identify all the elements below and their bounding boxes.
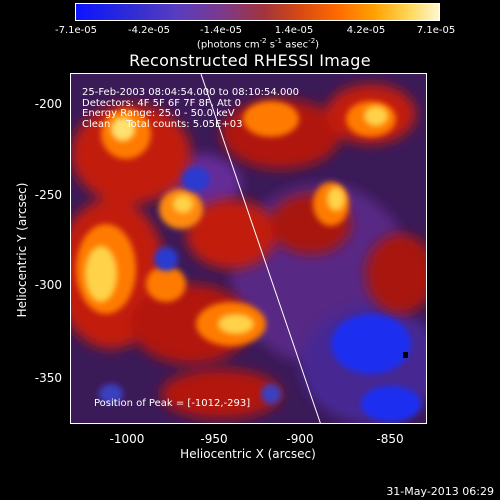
info-line-detectors: Detectors: 4F 5F 6F 7F 8F, Att 0 [82,97,242,109]
y-tick-label: -200 [34,97,62,111]
info-line-total-counts: Clean Total counts: 5.05E+03 [82,118,243,130]
info-line-energy-range: Energy Range: 25.0 - 50.0 keV [82,108,235,119]
y-axis-label: Heliocentric Y (arcsec) [15,182,29,318]
peak-position-label: Position of Peak = [-1012,-293] [94,398,251,409]
colorbar-tick-label: 4.2e-05 [346,25,386,36]
rhessi-image [70,73,427,424]
colorbar-tick-label: -4.2e-05 [128,25,170,36]
info-line-time-range: 25-Feb-2003 08:04:54.000 to 08:10:54.000 [82,87,300,98]
observation-info: 25-Feb-2003 08:04:54.000 to 08:10:54.000… [82,87,300,130]
colorbar [75,3,440,21]
x-tick-label: -850 [376,432,404,446]
colorbar-unit-label: (photons cm-2 s-1 asec-2) [196,37,320,51]
y-tick-label: -350 [34,371,62,385]
y-tick-label: -250 [34,188,62,202]
x-axis-label: Heliocentric X (arcsec) [180,447,316,461]
colorbar-tick-label: 1.4e-05 [274,25,314,36]
x-tick-label: -900 [286,432,314,446]
colorbar-tick-label: -7.1e-05 [55,25,97,36]
plot-title: Reconstructed RHESSI Image [129,51,371,70]
x-tick-label: -950 [200,432,228,446]
x-tick-label: -1000 [109,432,145,446]
colorbar-tick-label: 7.1e-05 [416,25,456,36]
generation-timestamp: 31-May-2013 06:29 [386,485,494,498]
y-tick-label: -300 [34,278,62,292]
rhessi-image-canvas [71,74,426,423]
colorbar-tick-label: -1.4e-05 [200,25,242,36]
